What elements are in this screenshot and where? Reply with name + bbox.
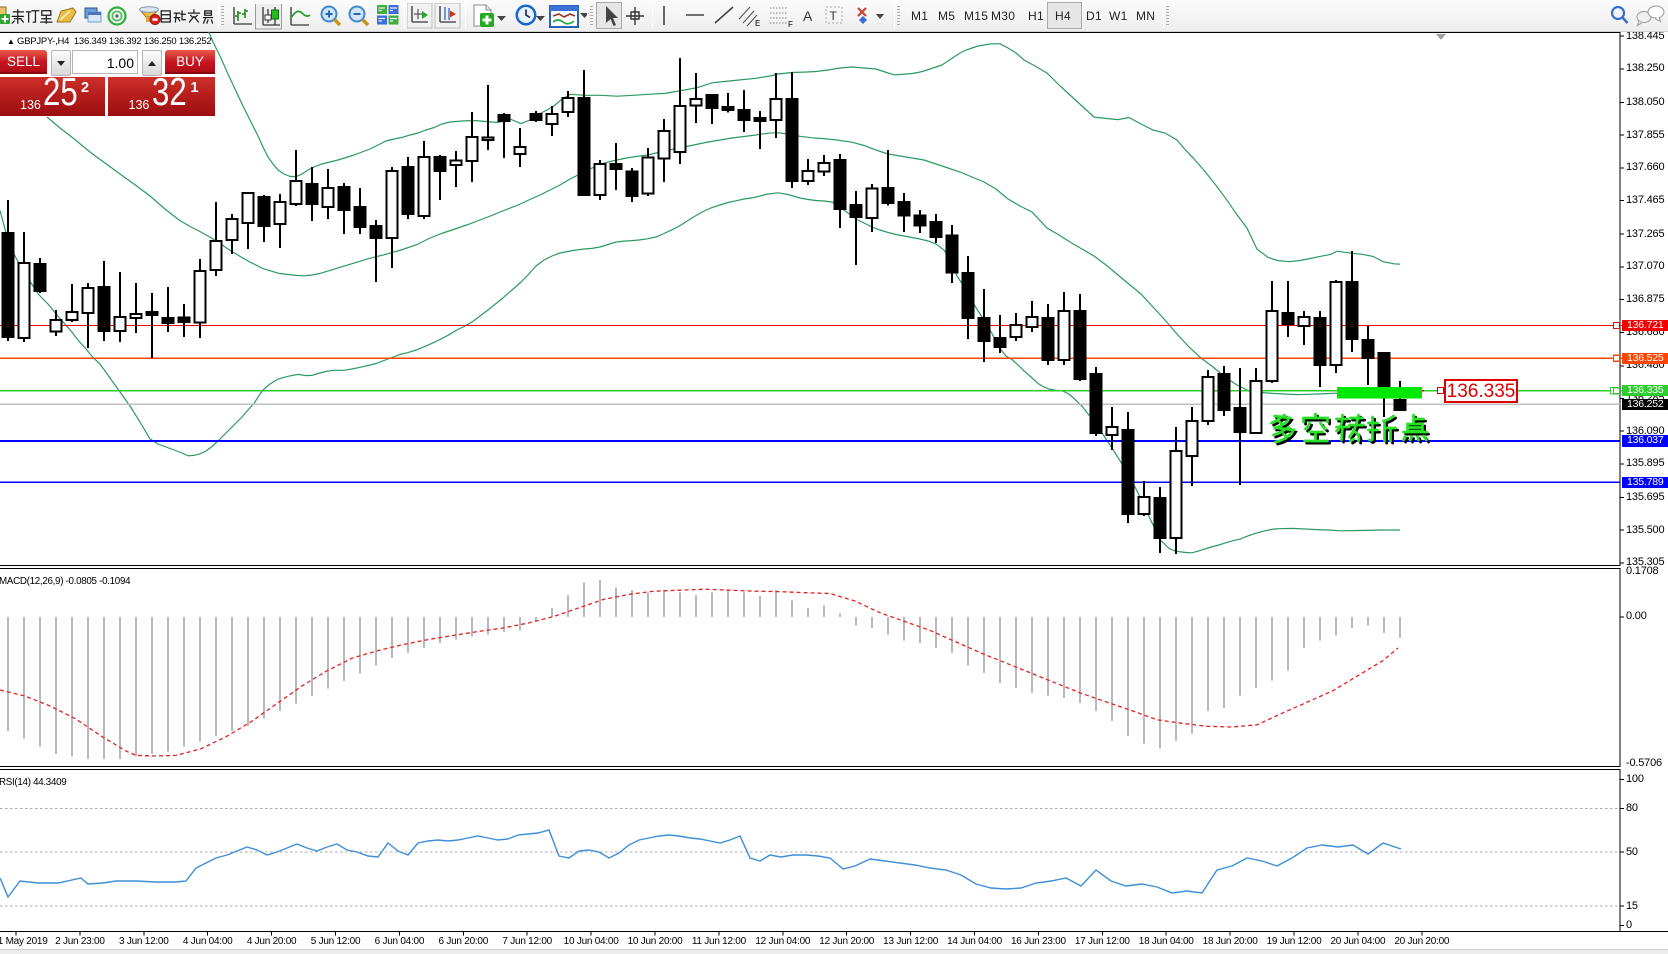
svg-text:T: T <box>830 9 838 23</box>
svg-text:A: A <box>803 8 813 24</box>
svg-text:E: E <box>755 19 760 28</box>
svg-text:F: F <box>788 20 793 28</box>
